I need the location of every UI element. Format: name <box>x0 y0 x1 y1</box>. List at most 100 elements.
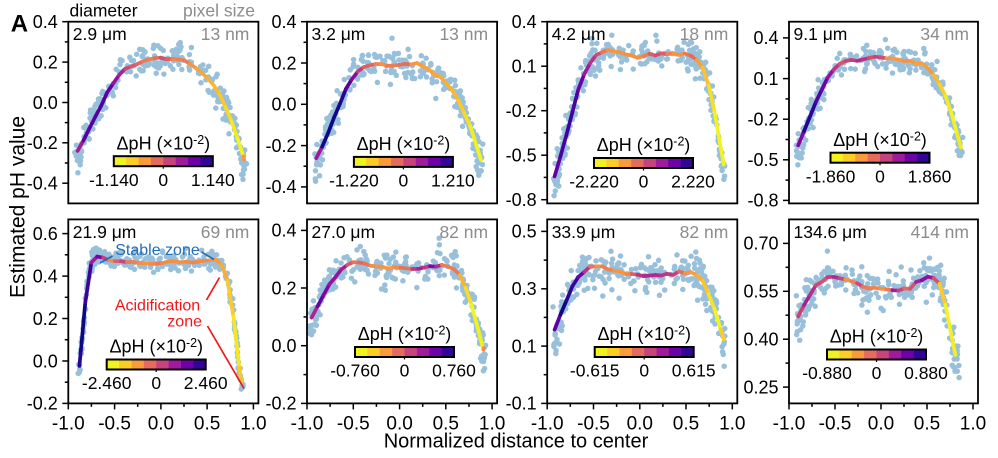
svg-text:0: 0 <box>639 361 649 381</box>
svg-text:ΔpH (×10-2): ΔpH (×10-2) <box>357 134 451 155</box>
svg-text:13 nm: 13 nm <box>201 24 250 44</box>
svg-text:0.5: 0.5 <box>914 413 940 434</box>
svg-text:1.0: 1.0 <box>479 413 505 434</box>
svg-text:-0.8: -0.8 <box>747 191 778 211</box>
svg-text:0: 0 <box>400 361 410 381</box>
svg-text:-0.5: -0.5 <box>506 146 537 166</box>
svg-text:-0.5: -0.5 <box>747 150 778 170</box>
svg-text:Normalized distance to center: Normalized distance to center <box>384 431 649 453</box>
svg-text:1.140: 1.140 <box>191 170 235 190</box>
svg-text:0.4: 0.4 <box>753 28 778 48</box>
svg-text:-0.5: -0.5 <box>98 413 131 434</box>
svg-text:zone: zone <box>167 313 202 330</box>
svg-text:0: 0 <box>639 172 649 192</box>
svg-text:diameter: diameter <box>70 1 138 21</box>
svg-text:0.2: 0.2 <box>271 53 296 73</box>
svg-text:-0.2: -0.2 <box>27 394 58 414</box>
svg-text:0.0: 0.0 <box>271 95 296 115</box>
svg-text:0.5: 0.5 <box>194 413 220 434</box>
svg-text:0.3: 0.3 <box>512 279 537 299</box>
svg-text:-0.4: -0.4 <box>265 177 296 197</box>
svg-text:0.40: 0.40 <box>743 330 778 350</box>
svg-text:0.0: 0.0 <box>386 413 412 434</box>
svg-text:-2.220: -2.220 <box>569 172 619 192</box>
svg-text:-0.2: -0.2 <box>747 110 778 130</box>
svg-text:-0.8: -0.8 <box>506 190 537 210</box>
svg-text:0.0: 0.0 <box>868 413 894 434</box>
svg-text:0.25: 0.25 <box>743 377 778 397</box>
svg-text:2.460: 2.460 <box>184 373 228 393</box>
svg-text:1.0: 1.0 <box>960 413 986 434</box>
svg-text:-2.460: -2.460 <box>82 373 132 393</box>
svg-text:0.0: 0.0 <box>271 336 296 356</box>
svg-text:-0.1: -0.1 <box>506 394 537 414</box>
svg-text:-0.2: -0.2 <box>27 133 58 153</box>
svg-text:0: 0 <box>151 373 161 393</box>
svg-text:ΔpH (×10-2): ΔpH (×10-2) <box>109 336 203 357</box>
svg-text:ΔpH (×10-2): ΔpH (×10-2) <box>833 129 927 150</box>
svg-text:4.2 μm: 4.2 μm <box>552 24 606 44</box>
svg-text:-1.0: -1.0 <box>773 413 806 434</box>
svg-text:Estimated pH value: Estimated pH value <box>7 116 30 298</box>
svg-text:3.2 μm: 3.2 μm <box>312 24 366 44</box>
svg-text:0.4: 0.4 <box>33 266 58 286</box>
svg-text:1.0: 1.0 <box>719 413 745 434</box>
svg-text:0.4: 0.4 <box>512 12 537 32</box>
svg-text:Stable zone: Stable zone <box>115 242 200 259</box>
svg-text:-1.220: -1.220 <box>329 171 379 191</box>
svg-text:0.70: 0.70 <box>743 234 778 254</box>
svg-text:0.2: 0.2 <box>271 278 296 298</box>
svg-text:-0.5: -0.5 <box>577 413 610 434</box>
svg-text:-0.2: -0.2 <box>265 394 296 414</box>
svg-text:0.0: 0.0 <box>627 413 653 434</box>
svg-text:414 nm: 414 nm <box>911 222 969 242</box>
svg-text:-0.2: -0.2 <box>506 101 537 121</box>
svg-text:0.1: 0.1 <box>512 336 537 356</box>
svg-text:-0.2: -0.2 <box>265 136 296 156</box>
svg-text:-0.4: -0.4 <box>27 174 58 194</box>
svg-text:0.2: 0.2 <box>33 52 58 72</box>
svg-text:ΔpH (×10-2): ΔpH (×10-2) <box>830 326 924 347</box>
svg-text:ΔpH (×10-2): ΔpH (×10-2) <box>358 324 452 345</box>
svg-text:ΔpH (×10-2): ΔpH (×10-2) <box>117 133 211 154</box>
svg-text:Acidification: Acidification <box>115 298 200 315</box>
svg-text:A: A <box>11 10 28 37</box>
svg-text:0.1: 0.1 <box>753 69 778 89</box>
svg-text:69 nm: 69 nm <box>201 222 250 242</box>
svg-text:0.615: 0.615 <box>672 361 716 381</box>
svg-text:34 nm: 34 nm <box>920 24 969 44</box>
svg-text:0.0: 0.0 <box>33 93 58 113</box>
svg-text:0.4: 0.4 <box>271 12 296 32</box>
svg-text:0: 0 <box>875 166 885 186</box>
svg-text:0.0: 0.0 <box>33 351 58 371</box>
svg-text:27.0 μm: 27.0 μm <box>312 222 376 242</box>
svg-text:0: 0 <box>158 170 168 190</box>
svg-text:0.4: 0.4 <box>271 221 296 241</box>
svg-text:0.6: 0.6 <box>33 224 58 244</box>
svg-text:33.9 μm: 33.9 μm <box>552 222 616 242</box>
svg-text:1.0: 1.0 <box>240 413 266 434</box>
svg-text:18 nm: 18 nm <box>680 24 729 44</box>
svg-text:-0.880: -0.880 <box>802 363 852 383</box>
svg-text:0.1: 0.1 <box>512 57 537 77</box>
svg-text:0.0: 0.0 <box>148 413 174 434</box>
svg-text:0.2: 0.2 <box>33 309 58 329</box>
svg-text:0.5: 0.5 <box>512 222 537 242</box>
svg-text:-0.760: -0.760 <box>330 361 380 381</box>
svg-text:2.9 μm: 2.9 μm <box>73 24 127 44</box>
svg-text:-0.5: -0.5 <box>819 413 852 434</box>
svg-text:-1.0: -1.0 <box>52 413 85 434</box>
svg-text:134.6 μm: 134.6 μm <box>794 222 867 242</box>
svg-text:ΔpH (×10-2): ΔpH (×10-2) <box>597 324 691 345</box>
svg-text:0.55: 0.55 <box>743 282 778 302</box>
svg-text:0.5: 0.5 <box>673 413 699 434</box>
svg-text:0: 0 <box>872 363 882 383</box>
svg-text:0.5: 0.5 <box>433 413 459 434</box>
svg-text:-0.615: -0.615 <box>570 361 620 381</box>
svg-text:82 nm: 82 nm <box>680 222 729 242</box>
svg-text:pixel size: pixel size <box>183 1 255 21</box>
svg-text:9.1 μm: 9.1 μm <box>794 24 848 44</box>
svg-text:ΔpH (×10-2): ΔpH (×10-2) <box>597 135 691 156</box>
svg-text:-1.860: -1.860 <box>806 166 856 186</box>
svg-text:0.4: 0.4 <box>33 12 58 32</box>
